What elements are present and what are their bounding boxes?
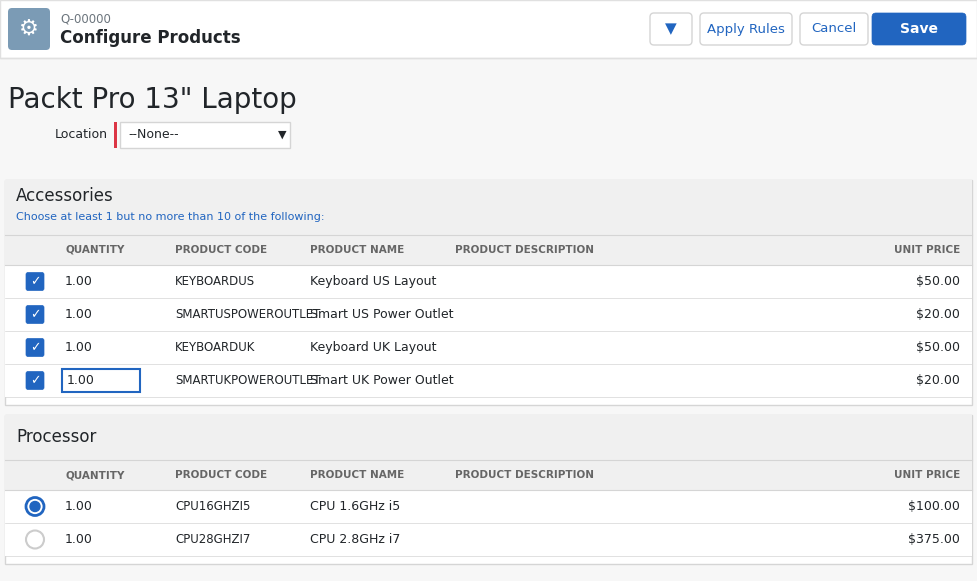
Text: Keyboard UK Layout: Keyboard UK Layout: [310, 341, 437, 354]
Text: KEYBOARDUS: KEYBOARDUS: [175, 275, 255, 288]
Text: Cancel: Cancel: [811, 23, 857, 35]
FancyBboxPatch shape: [26, 339, 44, 357]
Text: CPU28GHZI7: CPU28GHZI7: [175, 533, 250, 546]
Bar: [5, 490, 972, 523]
Text: --None--: --None--: [128, 128, 179, 142]
Bar: [5, 235, 972, 265]
Text: 1.00: 1.00: [65, 275, 93, 288]
Text: Keyboard US Layout: Keyboard US Layout: [310, 275, 437, 288]
Text: QUANTITY: QUANTITY: [65, 245, 124, 255]
Bar: [120, 122, 290, 148]
FancyBboxPatch shape: [8, 8, 50, 50]
Text: $375.00: $375.00: [909, 533, 960, 546]
Text: QUANTITY: QUANTITY: [65, 470, 124, 480]
Bar: [5, 180, 972, 405]
Text: UNIT PRICE: UNIT PRICE: [894, 245, 960, 255]
FancyBboxPatch shape: [700, 13, 792, 45]
Text: SMARTUKPOWEROUTLET: SMARTUKPOWEROUTLET: [175, 374, 320, 387]
Text: 1.00: 1.00: [65, 533, 93, 546]
Text: CPU 2.8GHz i7: CPU 2.8GHz i7: [310, 533, 401, 546]
Bar: [62, 369, 140, 392]
Text: Apply Rules: Apply Rules: [707, 23, 785, 35]
Text: ✓: ✓: [29, 341, 40, 354]
Text: ▼: ▼: [277, 130, 286, 140]
Text: UNIT PRICE: UNIT PRICE: [894, 470, 960, 480]
Text: 1.00: 1.00: [65, 308, 93, 321]
FancyBboxPatch shape: [26, 272, 44, 290]
Text: PRODUCT CODE: PRODUCT CODE: [175, 245, 267, 255]
Circle shape: [30, 501, 40, 511]
Text: KEYBOARDUK: KEYBOARDUK: [175, 341, 255, 354]
Text: Processor: Processor: [16, 429, 97, 447]
Bar: [5, 331, 972, 364]
Text: Configure Products: Configure Products: [60, 29, 240, 47]
FancyBboxPatch shape: [872, 13, 966, 45]
Text: ⚙: ⚙: [19, 19, 39, 39]
Text: PRODUCT DESCRIPTION: PRODUCT DESCRIPTION: [455, 470, 594, 480]
Text: Smart UK Power Outlet: Smart UK Power Outlet: [310, 374, 453, 387]
Text: Smart US Power Outlet: Smart US Power Outlet: [310, 308, 453, 321]
Text: Q-00000: Q-00000: [60, 13, 110, 26]
Text: Accessories: Accessories: [16, 187, 113, 205]
Text: Choose at least 1 but no more than 10 of the following:: Choose at least 1 but no more than 10 of…: [16, 212, 324, 222]
Text: CPU 1.6GHz i5: CPU 1.6GHz i5: [310, 500, 401, 513]
Bar: [5, 523, 972, 556]
Text: ✓: ✓: [29, 275, 40, 288]
FancyBboxPatch shape: [26, 371, 44, 389]
Text: ▼: ▼: [665, 21, 677, 37]
Bar: [5, 265, 972, 298]
Text: PRODUCT NAME: PRODUCT NAME: [310, 470, 404, 480]
Bar: [5, 298, 972, 331]
Bar: [5, 415, 972, 460]
FancyBboxPatch shape: [800, 13, 868, 45]
Text: 1.00: 1.00: [65, 341, 93, 354]
Bar: [5, 460, 972, 490]
Text: ✓: ✓: [29, 374, 40, 387]
Text: $50.00: $50.00: [916, 341, 960, 354]
FancyBboxPatch shape: [26, 306, 44, 324]
Bar: [5, 415, 972, 564]
Bar: [114, 122, 117, 148]
Text: 1.00: 1.00: [67, 374, 95, 387]
Bar: [5, 364, 972, 397]
Text: SMARTUSPOWEROUTLET: SMARTUSPOWEROUTLET: [175, 308, 320, 321]
Text: PRODUCT DESCRIPTION: PRODUCT DESCRIPTION: [455, 245, 594, 255]
Text: ✓: ✓: [29, 308, 40, 321]
Text: $50.00: $50.00: [916, 275, 960, 288]
Text: $20.00: $20.00: [916, 374, 960, 387]
Text: Location: Location: [55, 128, 108, 142]
Text: $20.00: $20.00: [916, 308, 960, 321]
Bar: [5, 180, 972, 235]
Text: PRODUCT NAME: PRODUCT NAME: [310, 245, 404, 255]
Text: CPU16GHZI5: CPU16GHZI5: [175, 500, 250, 513]
Text: 1.00: 1.00: [65, 500, 93, 513]
FancyBboxPatch shape: [650, 13, 692, 45]
Bar: [0, 0, 977, 58]
Text: Packt Pro 13" Laptop: Packt Pro 13" Laptop: [8, 86, 297, 114]
Text: $100.00: $100.00: [909, 500, 960, 513]
Text: Save: Save: [900, 22, 938, 36]
Text: PRODUCT CODE: PRODUCT CODE: [175, 470, 267, 480]
